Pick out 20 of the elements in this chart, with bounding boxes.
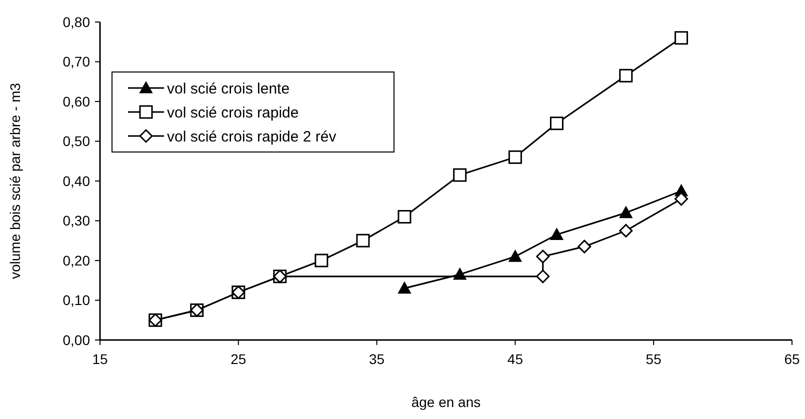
x-tick-label: 55 (646, 351, 662, 367)
x-tick-label: 15 (92, 351, 108, 367)
legend-label: vol scié crois lente (167, 80, 290, 98)
y-tick-label: 0,20 (62, 252, 90, 268)
y-tick-label: 0,70 (62, 54, 90, 70)
y-tick-label: 0,30 (62, 212, 90, 229)
x-tick-label: 45 (507, 351, 524, 367)
y-axis-title: volume bois scié par arbre - m3 (7, 82, 23, 280)
y-tick-label: 0,10 (62, 292, 90, 308)
y-tick-label: 0,00 (62, 332, 90, 348)
y-tick-label: 0,80 (62, 14, 90, 30)
x-tick-label: 35 (369, 351, 385, 367)
x-tick-label: 65 (784, 351, 800, 367)
x-axis-title: âge en ans (411, 394, 481, 410)
y-tick-label: 0,40 (62, 172, 90, 189)
y-tick-label: 0,60 (62, 93, 90, 110)
legend-label: vol scié crois rapide (167, 104, 299, 122)
x-tick-label: 25 (230, 351, 246, 367)
legend-label: vol scié crois rapide 2 rév (167, 128, 337, 146)
y-tick-label: 0,50 (62, 133, 90, 150)
